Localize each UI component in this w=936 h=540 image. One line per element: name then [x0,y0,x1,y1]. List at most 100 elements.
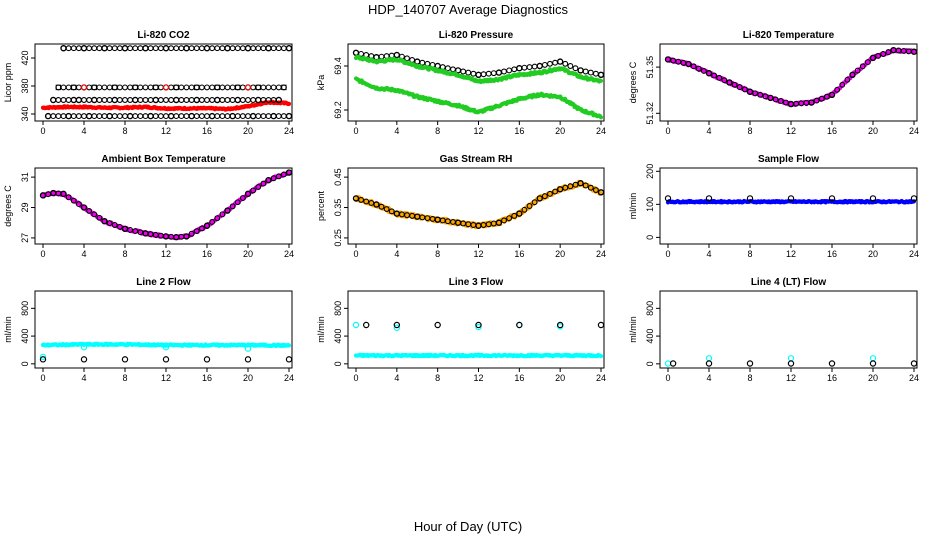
data-point [214,84,221,91]
data-point [204,97,210,103]
data-point [70,113,77,120]
data-point [885,49,892,56]
panel-9: Line 4 (LT) Flow ml/min 0 4 8 12 16 20 24 0 400 800 [628,277,919,383]
x-tick-label: 24 [284,249,294,259]
data-point [270,45,277,52]
data-point [828,360,836,367]
data-point [111,113,118,120]
data-point [567,183,574,190]
data-point [55,84,62,91]
data-point [168,84,175,91]
data-point [81,97,87,103]
data-point [536,63,543,69]
x-tick-label: 16 [202,126,212,136]
data-point [813,97,820,104]
data-point [285,356,292,363]
data-point [60,113,67,120]
data-point [818,95,825,102]
data-point [777,98,784,104]
data-point [552,59,559,66]
data-point [716,74,723,81]
data-point [255,184,262,190]
x-tick-label: 4 [81,249,86,259]
data-point [393,52,400,58]
data-point [592,187,599,193]
data-point [670,57,677,64]
data-point [193,113,200,120]
panel-title: Line 2 Flow [136,277,191,288]
data-point [706,70,712,77]
data-point [162,84,170,91]
series-1 [354,179,603,230]
data-point [224,84,231,91]
data-point [137,113,144,120]
data-point [875,52,882,59]
data-point [598,115,604,120]
plot-frame [347,290,605,369]
y-tick-label: 800 [20,301,30,316]
data-point [839,81,846,88]
data-point [239,113,246,120]
x-tick-label: 0 [665,249,670,259]
data-point [229,84,236,91]
x-tick-label: 20 [868,373,878,383]
data-point [147,97,154,103]
plot-points [352,179,604,230]
data-point [198,113,205,120]
data-point [168,45,175,52]
data-point [183,84,190,91]
data-point [163,113,169,120]
data-point [772,96,779,103]
x-tick-label: 24 [909,373,919,383]
x-tick-label: 4 [394,249,399,259]
data-point [137,45,144,52]
data-point [178,45,185,52]
series-5 [44,112,292,120]
data-point [91,45,98,52]
series-2 [664,46,917,108]
x-tick-label: 0 [40,249,45,259]
x-tick-label: 20 [243,126,253,136]
data-point [470,70,477,77]
data-point [132,113,139,120]
data-point [859,63,866,70]
data-point [183,113,190,120]
data-point [101,218,108,225]
data-point [132,228,139,235]
data-point [414,58,421,65]
x-tick-label: 20 [243,249,253,259]
data-point [864,59,871,66]
data-point [229,97,236,103]
data-point [910,360,917,367]
y-tick-label: 420 [20,50,30,65]
data-point [705,355,713,362]
data-point [162,356,170,363]
x-tick-label: 20 [555,249,565,259]
data-point [828,195,836,202]
y-tick-label: 27 [20,233,30,243]
x-tick-label: 8 [435,126,440,136]
y-axis-label: percent [316,190,326,221]
data-point [353,49,359,56]
data-point [163,45,169,52]
data-point [245,45,251,52]
data-point [96,214,103,221]
panel-title: Li-820 Pressure [439,30,514,41]
data-point [91,97,98,103]
data-point [96,45,103,52]
data-point [286,343,292,348]
data-point [80,343,88,351]
data-point [229,113,236,120]
data-point [70,84,77,91]
data-point [286,101,292,107]
y-tick-label: 400 [645,329,655,344]
data-point [393,321,401,329]
data-point [250,45,257,52]
data-point [378,203,385,210]
data-point [250,113,257,120]
y-tick-label: 800 [645,301,655,316]
data-point [234,199,241,206]
data-point [286,169,292,176]
data-point [577,67,584,74]
